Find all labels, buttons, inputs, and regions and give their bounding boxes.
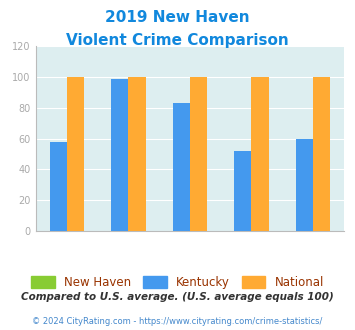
Bar [129,77,146,231]
Bar [296,139,313,231]
Text: © 2024 CityRating.com - https://www.cityrating.com/crime-statistics/: © 2024 CityRating.com - https://www.city… [32,317,323,326]
Text: Compared to U.S. average. (U.S. average equals 100): Compared to U.S. average. (U.S. average … [21,292,334,302]
Bar [234,151,251,231]
Bar [50,142,67,231]
Bar [173,103,190,231]
Bar [190,77,207,231]
Bar [313,77,330,231]
Text: 2019 New Haven: 2019 New Haven [105,10,250,25]
Legend: New Haven, Kentucky, National: New Haven, Kentucky, National [26,272,329,294]
Text: Violent Crime Comparison: Violent Crime Comparison [66,33,289,48]
Bar [251,77,269,231]
Bar [111,79,129,231]
Bar [67,77,84,231]
